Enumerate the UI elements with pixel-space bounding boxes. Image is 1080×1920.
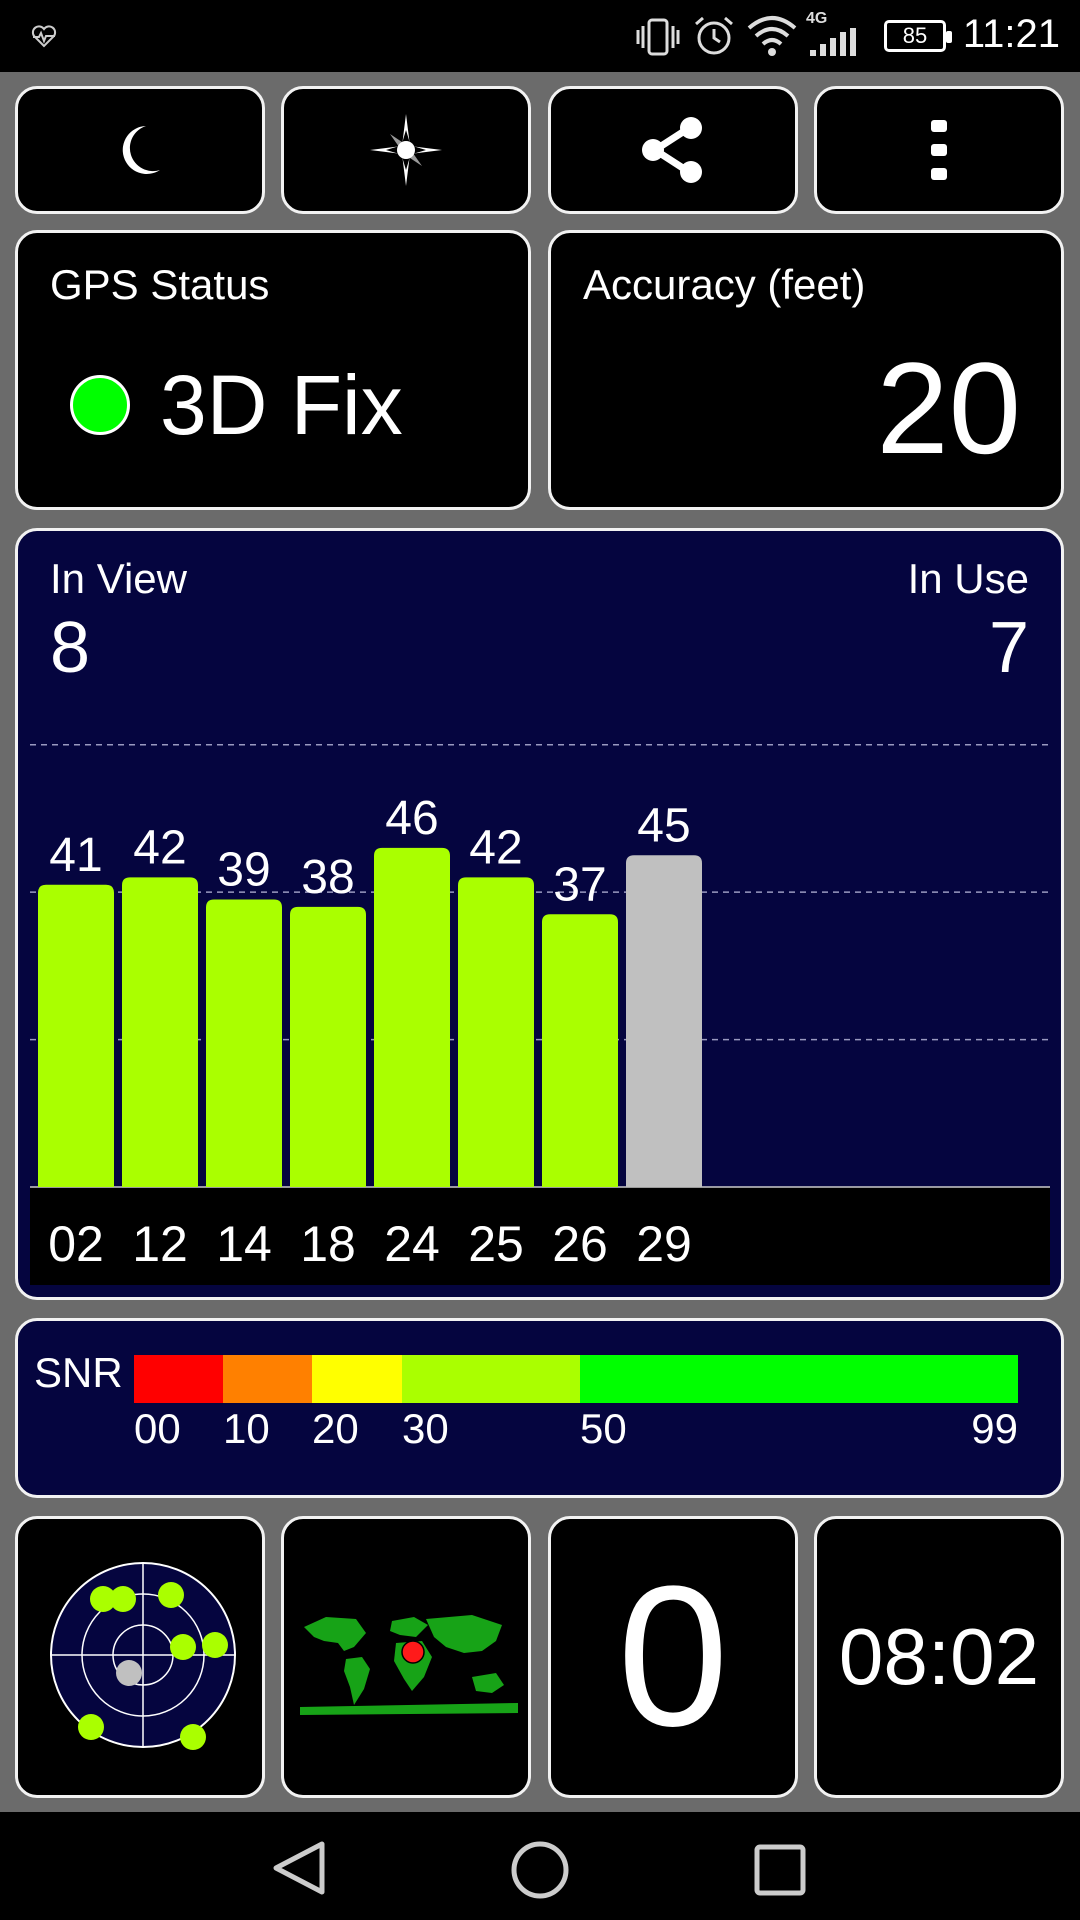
alarm-icon <box>695 16 733 55</box>
recents-icon[interactable] <box>752 1842 808 1898</box>
gps-time-value: 08:02 <box>838 1612 1040 1701</box>
snr-segment <box>223 1355 312 1403</box>
battery-level: 85 <box>902 23 928 48</box>
gps-status-label: GPS Status <box>50 261 270 308</box>
satellite-id-label: 26 <box>552 1216 608 1272</box>
health-icon <box>31 25 57 48</box>
bar-value-label: 45 <box>637 799 690 852</box>
time-tile: 08:02 <box>814 1516 1064 1798</box>
speed-value: 0 <box>617 1545 729 1768</box>
world-map-icon <box>300 1615 518 1715</box>
compass-button[interactable] <box>281 86 531 214</box>
world-map-button[interactable] <box>281 1516 531 1798</box>
satellite-signal-panel[interactable]: In View 8 In Use 7 41 02 42 12 39 14 38 18 46 24 4… <box>15 528 1064 1300</box>
snr-segment <box>312 1355 402 1403</box>
moon-icon <box>122 126 160 174</box>
signal-bar <box>374 847 450 1187</box>
in-view-count: 8 <box>50 608 91 688</box>
satellite-id-label: 12 <box>132 1216 188 1272</box>
snr-bar-chart: 41 02 42 12 39 14 38 18 46 24 42 25 37 26 45 29 <box>30 743 1050 1285</box>
satellite-id-label: 18 <box>300 1216 356 1272</box>
bar-value-label: 39 <box>217 844 270 897</box>
in-view-label: In View <box>50 555 187 602</box>
sky-plot-button[interactable] <box>15 1516 265 1798</box>
compass-icon <box>370 114 442 186</box>
signal-bar <box>626 855 702 1187</box>
satellite-id-label: 14 <box>216 1216 272 1272</box>
share-icon <box>642 117 702 183</box>
signal-bar <box>206 899 282 1187</box>
back-icon[interactable] <box>270 1840 330 1896</box>
in-use-label: In Use <box>907 555 1029 602</box>
signal-bar <box>290 906 366 1187</box>
snr-segment <box>580 1355 1018 1403</box>
wifi-icon <box>747 16 797 56</box>
signal-icon <box>810 28 856 56</box>
bar-value-label: 42 <box>469 821 522 874</box>
accuracy-value: 20 <box>876 335 1021 481</box>
snr-legend-panel: SNR 00 10 20 30 50 99 <box>15 1318 1064 1498</box>
gps-status-value: 3D Fix <box>160 358 403 452</box>
signal-bar <box>542 914 618 1187</box>
network-type: 4G <box>806 10 828 27</box>
sky-plot-icon <box>50 1562 236 1750</box>
snr-tick-label: 00 <box>134 1405 181 1452</box>
snr-tick-label: 30 <box>402 1405 449 1452</box>
snr-label: SNR <box>34 1349 123 1396</box>
satellite-id-label: 25 <box>468 1216 524 1272</box>
snr-tick-label: 10 <box>223 1405 270 1452</box>
gps-status-tile: GPS Status 3D Fix <box>15 230 531 510</box>
bar-value-label: 37 <box>553 858 606 911</box>
speed-tile: 0 <box>548 1516 798 1798</box>
navigation-bar <box>0 1812 1080 1920</box>
status-bar: 4G 85 11:21 <box>0 0 1080 72</box>
snr-tick-label: 99 <box>971 1405 1018 1452</box>
satellite-id-strip <box>30 1187 1050 1285</box>
more-button[interactable] <box>814 86 1064 214</box>
snr-tick-label: 50 <box>580 1405 627 1452</box>
snr-segment <box>402 1355 580 1403</box>
overflow-menu-icon <box>931 120 947 180</box>
vibrate-icon <box>636 18 680 56</box>
night-mode-button[interactable] <box>15 86 265 214</box>
bar-value-label: 38 <box>301 851 354 904</box>
accuracy-label: Accuracy (feet) <box>583 261 866 308</box>
signal-bar <box>458 877 534 1187</box>
battery-icon: 85 <box>884 20 952 52</box>
snr-scale: 00 10 20 30 50 99 <box>134 1355 1018 1452</box>
bar-value-label: 42 <box>133 821 186 874</box>
snr-segment <box>134 1355 223 1403</box>
satellite-id-label: 02 <box>48 1216 104 1272</box>
satellite-id-label: 29 <box>636 1216 692 1272</box>
status-time: 11:21 <box>962 12 1060 56</box>
signal-bar <box>38 884 114 1187</box>
home-icon[interactable] <box>508 1838 572 1902</box>
accuracy-tile: Accuracy (feet) 20 <box>548 230 1064 510</box>
bar-value-label: 46 <box>385 792 438 845</box>
fix-indicator-icon <box>70 375 130 435</box>
in-use-count: 7 <box>988 608 1029 688</box>
signal-bar <box>122 877 198 1187</box>
share-button[interactable] <box>548 86 798 214</box>
snr-tick-label: 20 <box>312 1405 359 1452</box>
satellite-id-label: 24 <box>384 1216 440 1272</box>
bar-value-label: 41 <box>49 829 102 882</box>
